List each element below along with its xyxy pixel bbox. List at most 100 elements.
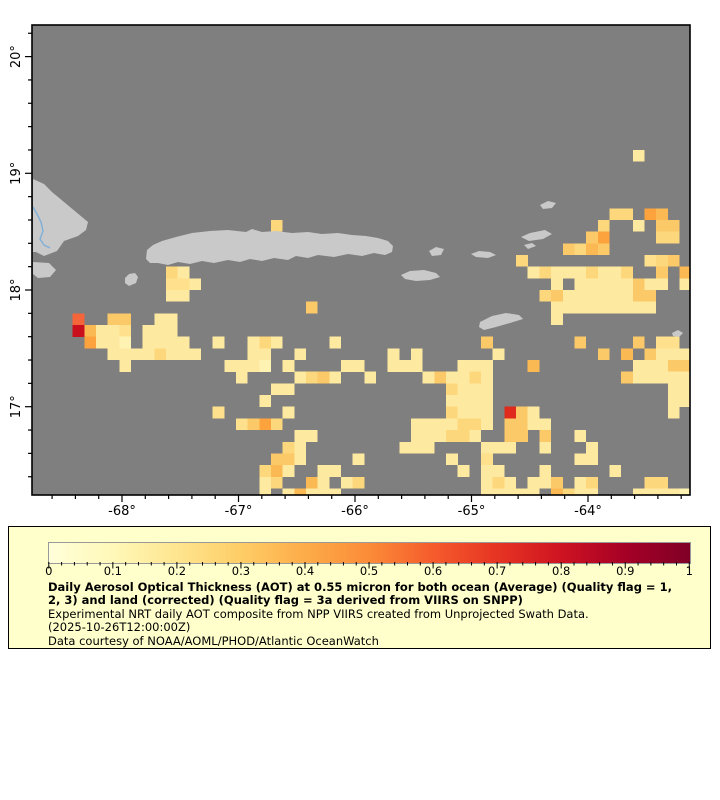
aot-cell (469, 418, 482, 431)
st_john-landmass (524, 243, 536, 249)
aot-cell (422, 430, 435, 442)
aot-cell (516, 418, 528, 431)
aot-cell (434, 371, 447, 384)
aot-cell (644, 208, 657, 221)
svg-text:20°: 20° (9, 45, 24, 68)
svg-text:-65°: -65° (458, 504, 486, 519)
aot-cell (177, 266, 190, 279)
aot-cell (352, 360, 365, 372)
caption-line: Experimental NRT daily AOT composite fro… (48, 607, 589, 621)
aot-cell (551, 266, 563, 279)
svg-text:-67°: -67° (225, 504, 253, 519)
aot-cell (166, 348, 178, 361)
aot-cell (329, 465, 342, 477)
aot-cell (656, 348, 668, 361)
aot-cell (411, 441, 423, 454)
colorbar-tick-label: 0.5 (359, 564, 379, 578)
aot-cell (107, 313, 120, 326)
aot-cell (656, 255, 668, 267)
aot-cell (644, 360, 657, 372)
aot-cell (107, 348, 120, 361)
aot-cell (446, 418, 458, 431)
aot-cell (282, 465, 295, 477)
aot-cell (154, 325, 167, 337)
aot-cell (317, 488, 330, 495)
aot-cell (586, 278, 598, 291)
map-border (31, 24, 691, 496)
aot-cell (119, 313, 132, 326)
aot-cell (644, 476, 657, 489)
aot-cell (96, 336, 108, 349)
colorbar-tick-label: 0.4 (295, 564, 315, 578)
aot-cell (632, 278, 645, 291)
aot-cell (271, 336, 283, 349)
aot-cell (72, 325, 85, 337)
aot-cell (632, 301, 645, 314)
aot-cell (667, 406, 680, 419)
colorbar-tick-label: 0.2 (167, 564, 187, 578)
aot-cell (282, 441, 295, 454)
aot-cell (446, 371, 458, 384)
aot-cell (154, 336, 167, 349)
aot-cell (399, 360, 412, 372)
aot-cell (481, 488, 493, 495)
aot-cell (679, 266, 690, 279)
aot-cell (597, 348, 610, 361)
aot-cell (586, 488, 598, 495)
aot-cell (574, 476, 587, 489)
aot-cell (609, 278, 622, 291)
aot-cell (142, 348, 155, 361)
aot-cell (317, 465, 330, 477)
aot-cell (399, 441, 412, 454)
aot-cell (259, 476, 272, 489)
aot-cell (166, 290, 178, 302)
caption-line: Daily Aerosol Optical Thickness (AOT) at… (48, 580, 672, 594)
aot-cell (551, 301, 563, 314)
aot-cell (586, 476, 598, 489)
aot-cell (656, 220, 668, 232)
svg-text:18°: 18° (9, 278, 24, 301)
aot-cell (621, 301, 633, 314)
aot-cell (632, 371, 645, 384)
aot-cell (271, 453, 283, 466)
aot-cell (504, 441, 517, 454)
aot-cell (574, 278, 587, 291)
aot-cell (329, 371, 342, 384)
aot-cell (504, 418, 517, 431)
aot-cell (551, 313, 563, 326)
aot-cell (644, 348, 657, 361)
aot-cell (527, 488, 540, 495)
aot-cell (352, 453, 365, 466)
aot-cell (306, 430, 318, 442)
aot-cell (551, 488, 563, 495)
colorbar-tick-label: 0.3 (231, 564, 251, 578)
aot-cell (341, 360, 353, 372)
aot-cell (72, 313, 85, 326)
aot-cell (621, 208, 633, 221)
axis-ticks (25, 32, 682, 502)
aot-cell (527, 406, 540, 419)
aot-cell (481, 465, 493, 477)
aot-cell (469, 430, 482, 442)
aot-cell (341, 476, 353, 489)
aot-cell (422, 371, 435, 384)
aot-cell (656, 336, 668, 349)
legend-title: Daily Aerosol Optical Thickness (AOT) at… (48, 580, 700, 608)
aot-cell (457, 383, 470, 396)
aot-cell (236, 418, 248, 431)
aot-cell (492, 488, 505, 495)
aot-cell (329, 336, 342, 349)
aot-cell (586, 243, 598, 256)
land-shapes (32, 179, 683, 337)
aot-cell (621, 278, 633, 291)
aot-cell (562, 290, 575, 302)
aot-cell (609, 465, 622, 477)
aot-cell (679, 371, 690, 384)
aot-cell (679, 395, 690, 407)
aot-cell (527, 360, 540, 372)
aot-cell (574, 243, 587, 256)
legend-subtitle: Experimental NRT daily AOT composite fro… (48, 607, 700, 635)
aot-cell (247, 360, 260, 372)
aot-cell (282, 383, 295, 396)
colorbar-tick-label: 0.6 (423, 564, 443, 578)
